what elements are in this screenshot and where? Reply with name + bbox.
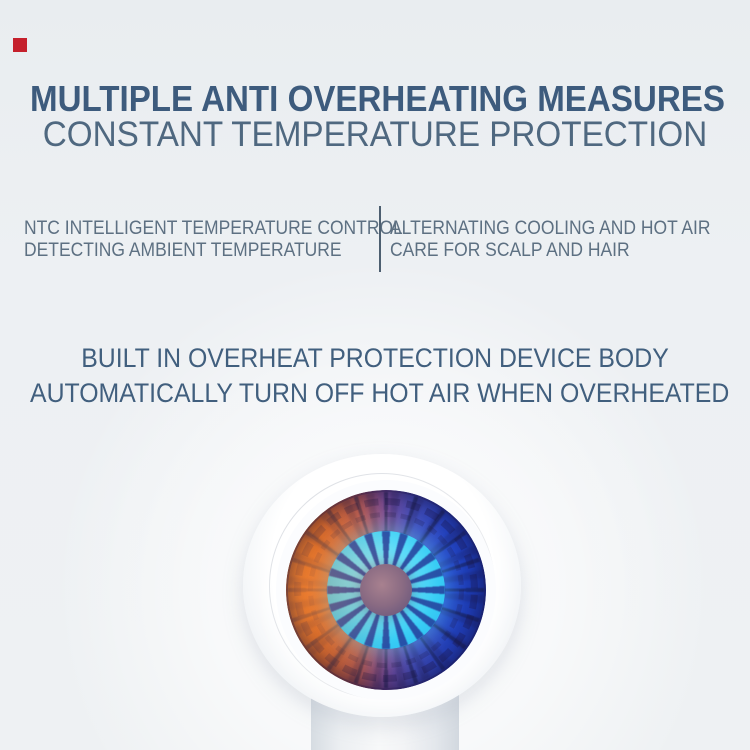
page-title: MULTIPLE ANTI OVERHEATING MEASURES xyxy=(30,78,725,119)
feature-left-column: NTC INTELLIGENT TEMPERATURE CONTROL DETE… xyxy=(24,218,403,262)
feature-right-line2: CARE FOR SCALP AND HAIR xyxy=(390,240,630,261)
feature-left-line2: DETECTING AMBIENT TEMPERATURE xyxy=(24,240,342,261)
red-square-marker xyxy=(13,38,27,52)
page-subtitle: CONSTANT TEMPERATURE PROTECTION xyxy=(42,115,708,154)
dryer-groove-ring xyxy=(269,473,495,699)
dryer-fan-window xyxy=(286,490,486,690)
statement-block: BUILT IN OVERHEAT PROTECTION DEVICE BODY… xyxy=(30,341,730,411)
fan-dark-rim xyxy=(286,490,486,690)
statement-line2: AUTOMATICALLY TURN OFF HOT AIR WHEN OVER… xyxy=(30,378,730,408)
feature-right-column: ALTERNATING COOLING AND HOT AIR CARE FOR… xyxy=(390,218,711,262)
statement-line1: BUILT IN OVERHEAT PROTECTION DEVICE BODY xyxy=(81,343,669,373)
feature-left-line1: NTC INTELLIGENT TEMPERATURE CONTROL xyxy=(24,218,403,239)
feature-right-line1: ALTERNATING COOLING AND HOT AIR xyxy=(390,218,711,239)
fan-center-hub xyxy=(360,564,412,616)
feature-divider-line xyxy=(379,206,381,272)
